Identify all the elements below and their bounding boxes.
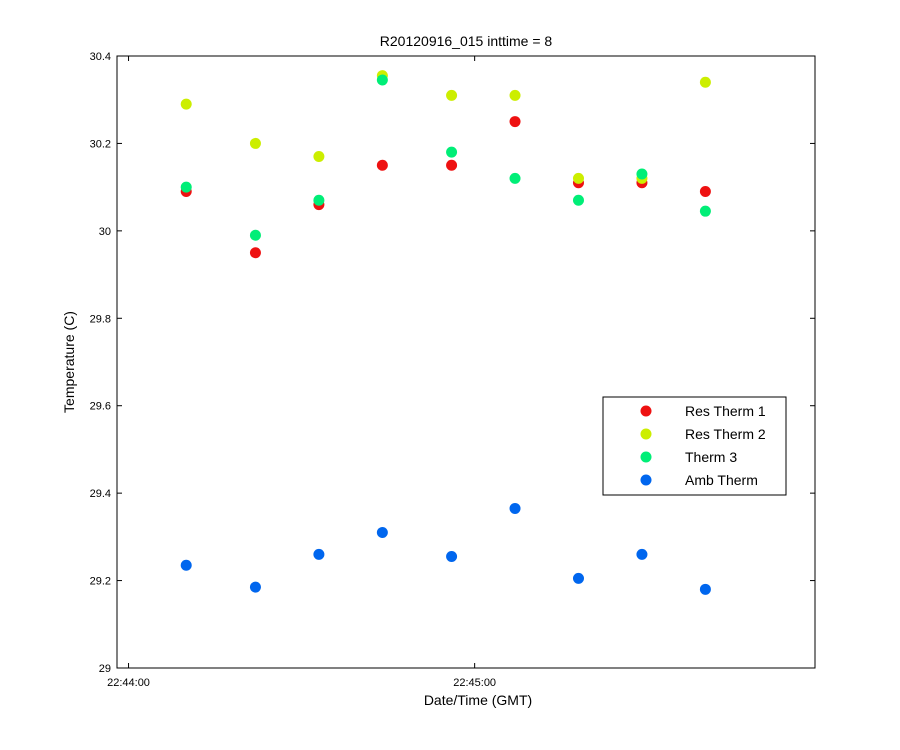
data-point	[572, 572, 584, 584]
data-point	[572, 194, 584, 206]
data-point	[249, 229, 261, 241]
y-tick-label: 30	[99, 226, 111, 238]
y-tick-label: 29	[99, 663, 111, 675]
data-point	[249, 247, 261, 259]
x-axis: 22:44:00 22:45:00	[107, 56, 496, 689]
data-point	[446, 89, 458, 101]
legend-box	[602, 396, 787, 496]
data-point	[699, 186, 711, 198]
y-tick-label: 29.8	[90, 313, 111, 325]
data-point	[509, 89, 521, 101]
series-3	[180, 502, 711, 595]
y-tick-label: 29.4	[90, 488, 111, 500]
data-point	[699, 76, 711, 88]
data-point	[249, 581, 261, 593]
y-axis: 29 29.2 29.4 29.6 29.8 30 30.2 30.4	[90, 51, 815, 675]
y-tick-label: 29.6	[90, 401, 111, 413]
data-point	[313, 151, 325, 163]
data-point	[376, 526, 388, 538]
data-point	[699, 583, 711, 595]
data-point	[249, 137, 261, 149]
data-point	[376, 159, 388, 171]
data-point	[509, 502, 521, 514]
y-tick-label: 29.2	[90, 576, 111, 588]
legend-marker	[640, 428, 652, 440]
data-point	[180, 559, 192, 571]
y-axis-title: Temperature (C)	[61, 311, 77, 413]
data-point	[180, 98, 192, 110]
y-tick-label: 30.4	[90, 51, 111, 63]
data-point	[636, 168, 648, 180]
chart-title: R20120916_015 inttime = 8	[380, 33, 553, 49]
data-point	[313, 194, 325, 206]
data-point	[446, 159, 458, 171]
data-point	[376, 74, 388, 86]
data-point	[313, 548, 325, 560]
data-points	[180, 70, 711, 595]
data-point	[446, 146, 458, 158]
legend-marker	[640, 451, 652, 463]
legend: Res Therm 1 Res Therm 2 Therm 3 Amb Therm	[602, 396, 787, 496]
x-axis-title: Date/Time (GMT)	[424, 692, 532, 708]
data-point	[699, 205, 711, 217]
plot-area	[116, 55, 816, 669]
data-point	[180, 181, 192, 193]
series-2	[180, 74, 711, 241]
legend-label: Res Therm 2	[685, 426, 766, 442]
data-point	[636, 548, 648, 560]
legend-marker	[640, 405, 652, 417]
legend-label: Res Therm 1	[685, 403, 766, 419]
data-point	[446, 551, 458, 563]
x-tick-label: 22:44:00	[107, 677, 150, 689]
y-tick-label: 30.2	[90, 138, 111, 150]
legend-label: Amb Therm	[685, 472, 758, 488]
data-point	[572, 172, 584, 184]
data-point	[509, 172, 521, 184]
legend-marker	[640, 474, 652, 486]
data-point	[509, 116, 521, 128]
x-tick-label: 22:45:00	[453, 677, 496, 689]
legend-label: Therm 3	[685, 449, 737, 465]
